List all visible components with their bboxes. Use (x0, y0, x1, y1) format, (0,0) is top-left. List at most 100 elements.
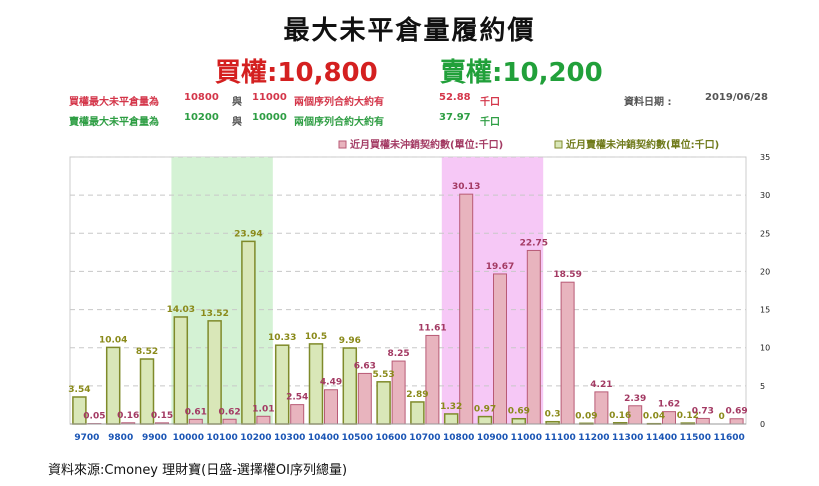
call-info-text: 兩個序列合約大約有 (294, 97, 384, 108)
put-data-label: 0.04 (643, 412, 665, 422)
call-data-label: 0.69 (725, 407, 747, 417)
x-tick-label: 9700 (74, 433, 99, 443)
call-data-label: 0.73 (692, 406, 714, 416)
y-tick-label: 20 (760, 267, 770, 276)
put-data-label: 1.32 (440, 402, 462, 412)
call-bar (256, 415, 271, 425)
call-bar (188, 418, 203, 425)
put-bar (477, 415, 493, 425)
call-data-label: 18.59 (553, 270, 581, 280)
put-bar (376, 381, 391, 425)
put-info-and: 與 (232, 117, 242, 128)
put-info-label: 賣權最大未平倉量為 (69, 117, 159, 128)
y-tick-label: 25 (760, 229, 770, 238)
call-data-label: 6.63 (354, 361, 376, 371)
put-data-label: 0.3 (545, 410, 561, 420)
y-tick-label: 5 (760, 382, 765, 391)
put-data-label: 0.97 (474, 405, 496, 415)
x-tick-label: 11400 (646, 433, 677, 443)
put-data-label: 10.04 (99, 335, 127, 345)
x-tick-label: 10600 (375, 433, 406, 443)
put-info-text: 兩個序列合約大約有 (294, 117, 384, 128)
put-info-value: 37.97 (439, 112, 471, 123)
x-tick-label: 11000 (511, 433, 542, 443)
legend-put-label: 近月賣權未沖銷契約數(單位:千口) (566, 138, 719, 151)
call-data-label: 2.39 (624, 394, 646, 404)
x-tick-label: 11100 (544, 433, 575, 443)
x-tick-label: 10400 (308, 433, 339, 443)
chart-title: 最大未平倉量履約價 (283, 16, 536, 46)
call-bar (729, 418, 744, 425)
put-bar (443, 413, 459, 425)
call-data-label: 0.61 (185, 407, 207, 417)
x-tick-label: 10300 (274, 433, 305, 443)
put-data-label: 0.12 (677, 411, 699, 421)
call-data-label: 0.16 (117, 411, 139, 421)
put-bar (241, 240, 256, 425)
call-bar (526, 249, 541, 425)
y-tick-label: 0 (760, 420, 765, 429)
call-info-unit: 千口 (480, 97, 500, 108)
y-tick-label: 35 (760, 153, 770, 162)
y-tick-label: 15 (760, 306, 770, 315)
call-data-label: 8.25 (387, 349, 409, 359)
legend-put-swatch (554, 140, 563, 149)
put-data-label: 5.53 (372, 370, 394, 380)
call-data-label: 11.61 (418, 323, 446, 333)
x-tick-label: 10100 (206, 433, 237, 443)
call-bar (324, 389, 338, 425)
legend-call-label: 近月買權未沖銷契約數(單位:千口) (350, 138, 503, 151)
call-bar (357, 372, 372, 425)
put-info-strike1: 10200 (184, 112, 219, 123)
put-bar (511, 417, 527, 425)
put-data-label: 9.96 (339, 336, 361, 346)
call-data-label: 0.05 (83, 412, 105, 422)
put-max-oi-strike: 賣權:10,200 (440, 58, 603, 88)
call-data-label: 0.62 (218, 407, 240, 417)
call-bar (425, 334, 440, 425)
put-data-label: 0.16 (609, 411, 631, 421)
put-bar (342, 347, 358, 425)
x-tick-label: 10900 (477, 433, 508, 443)
call-bar (493, 273, 507, 425)
put-data-label: 3.54 (68, 385, 90, 395)
put-data-label: 23.94 (234, 229, 262, 239)
data-date: 2019/06/28 (705, 92, 768, 103)
highlight-band-green (171, 157, 273, 424)
x-tick-label: 11600 (713, 433, 744, 443)
y-tick-label: 10 (760, 344, 770, 353)
call-info-label: 買權最大未平倉量為 (69, 97, 159, 108)
put-data-label: 8.52 (136, 347, 158, 357)
data-source: 資料來源:Cmoney 理財寶(日盛-選擇權OI序列總量) (48, 463, 348, 478)
date-label: 資料日期 : (624, 97, 672, 108)
call-data-label: 19.67 (486, 262, 514, 272)
call-data-label: 30.13 (452, 182, 480, 192)
x-tick-label: 11200 (578, 433, 609, 443)
call-data-label: 22.75 (520, 238, 548, 248)
call-bar (560, 281, 575, 425)
call-data-label: 2.54 (286, 393, 308, 403)
call-data-label: 4.21 (590, 380, 612, 390)
x-tick-label: 10200 (240, 433, 271, 443)
put-bar (274, 344, 290, 425)
put-data-label: 0 (718, 412, 724, 422)
x-tick-label: 10000 (173, 433, 204, 443)
x-tick-label: 9900 (142, 433, 167, 443)
call-data-label: 0.15 (151, 411, 173, 421)
call-max-oi-strike: 買權:10,800 (215, 58, 378, 88)
put-data-label: 10.33 (268, 333, 296, 343)
x-tick-label: 10700 (409, 433, 440, 443)
call-bar (459, 193, 474, 425)
call-info-strike2: 11000 (252, 92, 287, 103)
call-data-label: 4.49 (320, 378, 342, 388)
put-data-label: 14.03 (167, 305, 195, 315)
x-tick-label: 9800 (108, 433, 133, 443)
call-info-and: 與 (232, 97, 242, 108)
put-data-label: 0.09 (575, 411, 597, 421)
x-tick-label: 11300 (612, 433, 643, 443)
x-tick-label: 10800 (443, 433, 474, 443)
put-bar (410, 401, 425, 425)
put-data-label: 0.69 (508, 407, 530, 417)
call-data-label: 1.62 (658, 400, 680, 410)
